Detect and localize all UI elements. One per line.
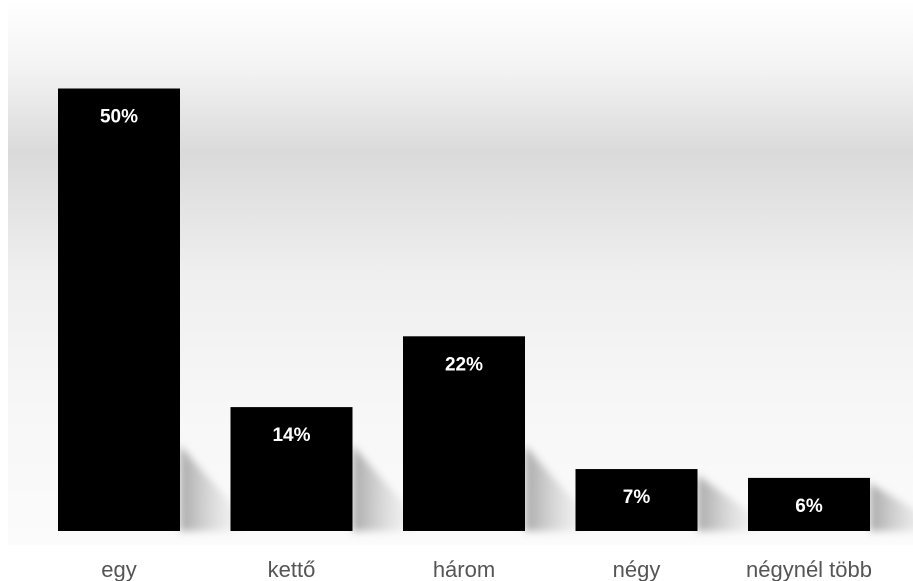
value-label: 22%	[445, 354, 483, 375]
category-label: négy	[613, 557, 661, 581]
category-label: három	[433, 557, 495, 581]
category-label: egy	[101, 557, 136, 581]
value-label: 6%	[795, 496, 823, 517]
bars	[58, 88, 870, 531]
bar-1	[230, 407, 353, 531]
bar-shadow	[870, 483, 913, 531]
category-label: kettő	[268, 557, 316, 581]
bar-4	[748, 477, 870, 531]
bar-3	[575, 469, 698, 531]
category-label: négynél több	[746, 557, 872, 581]
value-label: 14%	[272, 425, 310, 446]
bar-2	[403, 336, 525, 531]
value-label: 7%	[623, 487, 651, 508]
value-labels: 50% 14% 22% 7% 6%	[100, 107, 823, 517]
bar-0	[58, 88, 180, 531]
category-labels: egy kettő három négy négynél több	[101, 557, 872, 581]
value-label: 50%	[100, 107, 138, 128]
